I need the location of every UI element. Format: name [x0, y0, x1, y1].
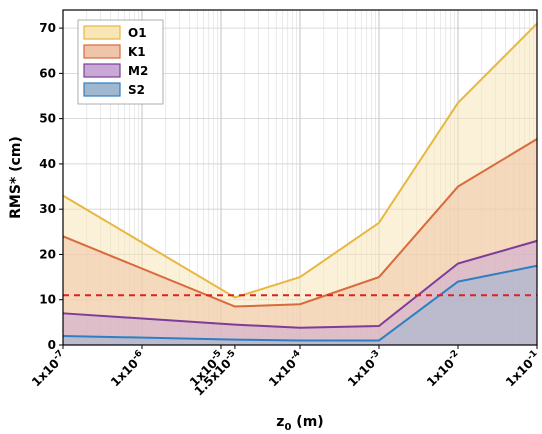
legend-swatch-m2	[83, 63, 121, 78]
line-s2	[62, 264, 538, 342]
legend-swatch-o1	[83, 25, 121, 40]
legend-label-m2: M2	[128, 64, 148, 78]
line-m2	[62, 239, 538, 329]
y-tick-label: 60	[39, 66, 56, 80]
x-tick-label: 1x10-2	[423, 349, 464, 390]
y-axis-label: RMS* (cm)	[8, 136, 24, 219]
y-axis-ticks: 0 10 20 30 40 50 60 70	[39, 21, 63, 352]
y-tick-label: 40	[39, 157, 56, 171]
legend-label-o1: O1	[128, 26, 147, 40]
y-tick-label: 50	[39, 112, 56, 126]
x-tick-label: 1x10-7	[28, 349, 69, 390]
y-tick-label: 20	[39, 247, 56, 261]
y-tick-label: 30	[39, 202, 56, 216]
y-tick-label: 70	[39, 21, 56, 35]
x-tick-label: 1x10-3	[344, 349, 385, 390]
legend-swatch-k1	[83, 44, 121, 59]
legend: O1 K1 M2 S2	[77, 19, 164, 105]
x-tick-label: 1x10-1	[502, 349, 542, 390]
area-s2	[63, 265, 537, 345]
legend-label-s2: S2	[128, 83, 145, 97]
x-axis-label: z0 (m)	[276, 414, 323, 433]
y-tick-label: 0	[48, 338, 56, 352]
x-tick-label: 1x10-4	[265, 349, 306, 390]
y-tick-label: 10	[39, 293, 56, 307]
x-axis-ticks: 1x10-71x10-61x10-51.5x10-51x10-41x10-31x…	[28, 345, 542, 399]
line-o1	[62, 22, 538, 299]
x-tick-label: 1x10-6	[107, 349, 148, 390]
legend-swatch-s2	[83, 82, 121, 97]
legend-label-k1: K1	[128, 45, 146, 59]
